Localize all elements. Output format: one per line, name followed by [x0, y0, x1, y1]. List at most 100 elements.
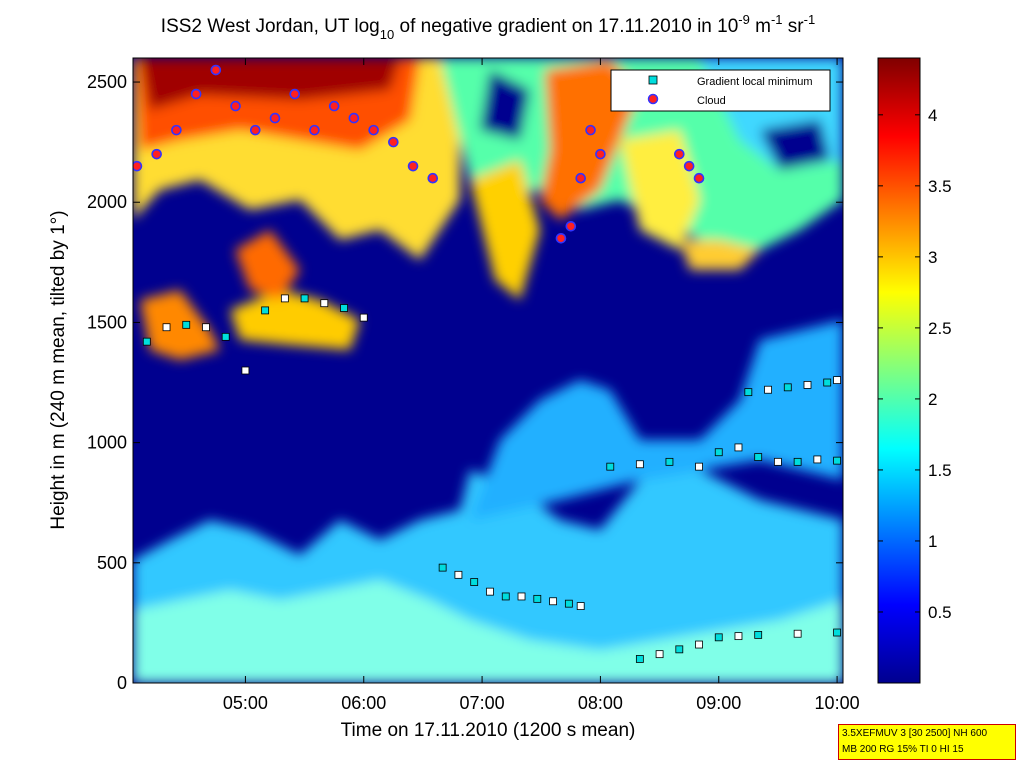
gradient-min-point — [714, 633, 723, 642]
gradient-min-point — [438, 563, 447, 572]
chart-title: ISS2 West Jordan, UT log10 of negative g… — [161, 12, 815, 42]
gradient-min-point — [549, 597, 557, 606]
legend: Gradient local minimum Cloud — [610, 69, 831, 112]
gradient-min-point — [734, 632, 743, 641]
upper-layer-region — [620, 130, 700, 250]
gradient-min-point — [774, 457, 782, 466]
colorbar-gradient — [877, 57, 921, 684]
gradient-min-point — [813, 455, 822, 464]
legend-label-gradient: Gradient local minimum — [697, 76, 813, 88]
y-tick-label: 2500 — [87, 72, 127, 92]
elevated-layer-region — [235, 230, 300, 300]
upper-layer-region — [140, 58, 400, 110]
gradient-min-point — [162, 323, 171, 332]
x-axis-label: Time on 17.11.2010 (1200 s mean) — [341, 720, 636, 741]
gradient-min-point — [280, 294, 289, 303]
colorbar-tick-label: 3 — [928, 248, 937, 267]
upper-layer-region — [470, 160, 540, 300]
cloud-point — [348, 112, 360, 124]
gradient-min-point — [655, 650, 664, 659]
gradient-min-point — [501, 592, 510, 601]
upper-layer-region — [680, 240, 760, 270]
gradient-min-point — [202, 323, 210, 332]
colorbar-tick-label: 1 — [928, 532, 937, 551]
gradient-min-point — [517, 592, 526, 601]
cloud-point — [190, 88, 202, 100]
gradient-min-point — [340, 304, 348, 312]
boundary-layer-core — [133, 580, 843, 683]
cloud-point — [133, 160, 143, 172]
cloud-point — [693, 172, 705, 184]
cloud-point — [555, 232, 567, 244]
gradient-min-point — [833, 376, 841, 385]
gradient-min-point — [833, 628, 841, 637]
gradient-min-point — [470, 578, 479, 586]
gradient-min-point — [533, 594, 542, 603]
instrument-settings-line1: 3.5XEFMUV 3 [30 2500] NH 600 — [842, 728, 988, 739]
legend-label-cloud: Cloud — [697, 95, 726, 107]
gradient-min-point — [606, 462, 615, 471]
x-axis: 05:00 06:00 07:00 08:00 09:00 10:00 — [223, 58, 860, 713]
cloud-point — [289, 88, 301, 100]
cloud-point — [683, 160, 695, 172]
y-axis-label: Height in m (240 m mean, tilted by 1°) — [48, 210, 69, 529]
gradient-min-point — [665, 457, 674, 466]
gradient-min-point — [486, 587, 494, 596]
gap-region — [760, 120, 830, 170]
x-tick-label: 08:00 — [578, 693, 623, 713]
gradient-min-point — [320, 299, 329, 308]
cloud-point — [230, 100, 241, 112]
gradient-min-point — [675, 645, 684, 654]
cloud-point — [674, 148, 685, 160]
gradient-min-point — [734, 443, 743, 452]
colorbar: 0.5 1 1.5 2 2.5 3 3.5 4 — [877, 57, 952, 684]
colorbar-ticks: 0.5 1 1.5 2 2.5 3 3.5 4 — [878, 106, 952, 622]
gradient-min-point — [793, 629, 802, 638]
gradient-min-point — [261, 306, 270, 315]
instrument-settings-line2: MB 200 RG 15% TI 0 HI 15 — [842, 744, 964, 755]
gradient-min-point — [793, 457, 802, 466]
cloud-point — [595, 148, 606, 160]
gradient-min-point — [454, 570, 463, 579]
cloud-point — [328, 100, 340, 112]
gradient-min-point — [695, 640, 703, 649]
colorbar-tick-label: 2.5 — [928, 319, 952, 338]
cloud-point — [171, 124, 182, 136]
cloud-point — [575, 172, 586, 184]
gradient-min-point — [576, 602, 585, 610]
elevated-layer-region — [140, 290, 220, 360]
y-tick-label: 1500 — [87, 312, 127, 332]
x-tick-label: 07:00 — [460, 693, 505, 713]
cloud-point — [368, 124, 379, 136]
gradient-min-point — [241, 366, 250, 375]
cloud-point — [585, 124, 596, 136]
gradient-min-point — [764, 385, 772, 394]
colorbar-tick-label: 4 — [928, 106, 937, 125]
gradient-min-point — [695, 462, 703, 471]
cloud-point — [309, 124, 320, 136]
y-tick-label: 2000 — [87, 192, 127, 212]
plume-region — [470, 320, 843, 520]
gradient-min-point — [221, 332, 230, 341]
gradient-min-point — [823, 378, 832, 387]
marker-layer — [133, 64, 841, 663]
colorbar-tick-label: 0.5 — [928, 603, 952, 622]
x-tick-label: 09:00 — [696, 693, 741, 713]
gradient-min-point — [182, 320, 191, 329]
gradient-min-point — [744, 388, 753, 397]
y-tick-label: 1000 — [87, 433, 127, 453]
gradient-min-point — [635, 655, 644, 663]
cloud-point — [210, 64, 222, 76]
cloud-point — [565, 220, 577, 232]
legend-marker-cloud — [647, 93, 659, 105]
gap-region — [480, 70, 530, 140]
gradient-min-point — [754, 631, 763, 639]
y-tick-label: 500 — [97, 553, 127, 573]
colorbar-tick-label: 1.5 — [928, 461, 952, 480]
cloud-point — [151, 148, 162, 160]
plot-frame — [132, 57, 844, 684]
x-tick-label: 05:00 — [223, 693, 268, 713]
legend-box — [610, 69, 831, 112]
x-tick-label: 10:00 — [815, 693, 860, 713]
